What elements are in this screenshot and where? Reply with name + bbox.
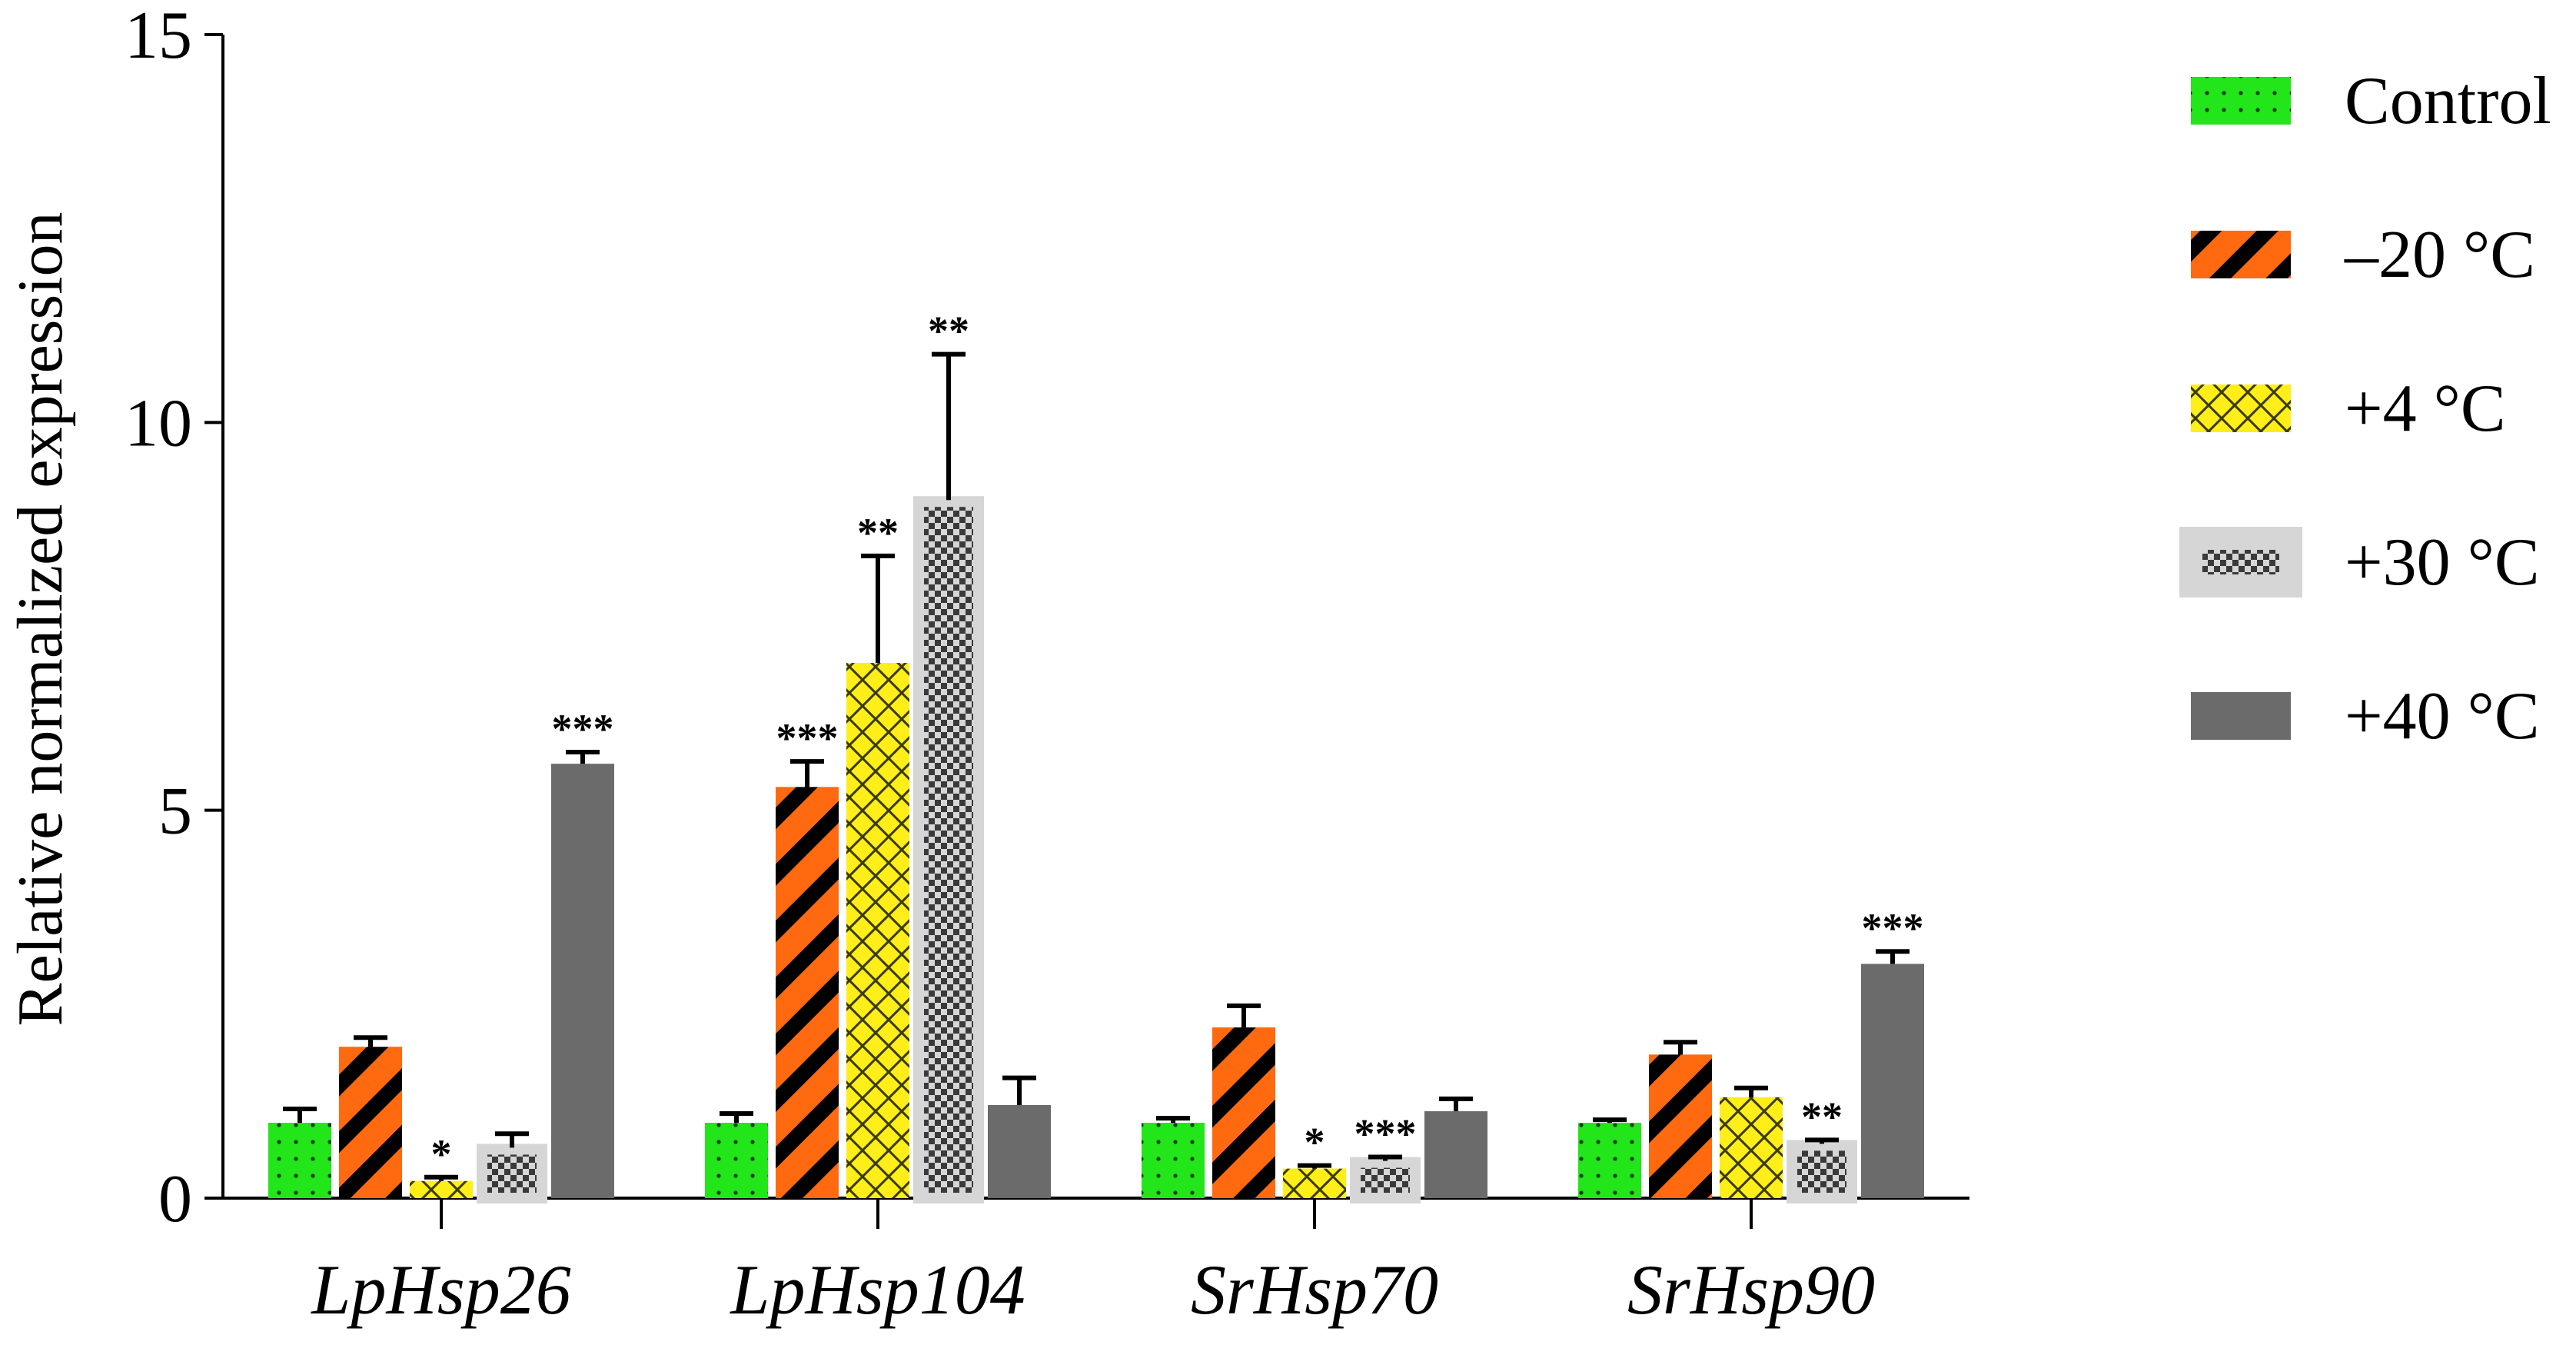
bar-pattern: [1212, 1027, 1275, 1198]
y-tick-label: 15: [125, 0, 192, 73]
bar-pattern: [480, 1147, 543, 1198]
significance-label: ***: [552, 706, 614, 752]
axes: [221, 35, 1969, 1200]
bar-pattern: [1142, 1123, 1205, 1198]
bar-pattern: [1720, 1097, 1783, 1198]
y-tick-label: 10: [125, 386, 192, 461]
legend-swatch-frame: [2179, 527, 2302, 598]
bar-pattern: [1790, 1144, 1853, 1198]
legend-swatch: [2191, 692, 2291, 740]
bar-pattern: [410, 1180, 473, 1198]
bar-frame: [913, 496, 984, 1204]
significance-label: **: [1801, 1094, 1843, 1140]
bar-frame: [1787, 1140, 1857, 1204]
error-bars: [283, 351, 1910, 1181]
significance-label: ***: [1862, 905, 1924, 951]
significance-label: *: [431, 1131, 452, 1177]
bar-frame: [477, 1144, 547, 1204]
bar-fill: [551, 764, 614, 1198]
x-tick-label: SrHsp70: [1191, 1250, 1438, 1329]
bar-pattern: [846, 663, 909, 1198]
bar-fill: [988, 1104, 1051, 1198]
bar-pattern: [917, 500, 980, 1198]
bar-frame: [1350, 1157, 1421, 1204]
x-tick-label: LpHsp104: [729, 1250, 1025, 1329]
bar-pattern: [268, 1123, 331, 1198]
bar-pattern: [1649, 1054, 1712, 1198]
legend: Control –20 °C +4 °C +30 °C +40 °C: [2179, 64, 2551, 754]
bars: [268, 496, 1924, 1204]
y-axis-title: Relative normalized expression: [5, 212, 76, 1027]
x-tick-label: LpHsp26: [310, 1250, 570, 1329]
bar-pattern: [339, 1047, 402, 1198]
legend-swatch-pattern: [2191, 385, 2291, 432]
bar-fill: [1424, 1111, 1487, 1198]
significance-labels: **** ******** *** *****: [431, 308, 1924, 1177]
legend-label: +4 °C: [2345, 371, 2506, 446]
y-ticks: 0 5 10 15: [125, 0, 223, 1237]
x-tick-label: SrHsp90: [1627, 1250, 1875, 1329]
significance-label: **: [928, 308, 969, 355]
legend-swatch-pattern: [2191, 77, 2291, 125]
significance-label: *: [1305, 1120, 1325, 1166]
significance-label: **: [857, 510, 899, 556]
bar-pattern: [776, 787, 839, 1198]
bar-pattern: [1578, 1123, 1641, 1198]
significance-label: ***: [776, 715, 839, 761]
legend-label: +40 °C: [2345, 679, 2540, 754]
y-tick-label: 0: [158, 1162, 192, 1237]
significance-label: ***: [1354, 1111, 1417, 1157]
legend-label: –20 °C: [2344, 218, 2535, 292]
bar-fill: [1861, 964, 1924, 1198]
bar-pattern: [705, 1123, 768, 1198]
bar-pattern: [1283, 1168, 1346, 1198]
x-ticks: LpHsp26 LpHsp104 SrHsp70 SrHsp90: [310, 1198, 1875, 1329]
legend-label: +30 °C: [2345, 525, 2540, 600]
legend-swatch-pattern: [2191, 231, 2291, 278]
legend-label: Control: [2345, 64, 2551, 138]
y-tick-label: 5: [158, 774, 192, 849]
